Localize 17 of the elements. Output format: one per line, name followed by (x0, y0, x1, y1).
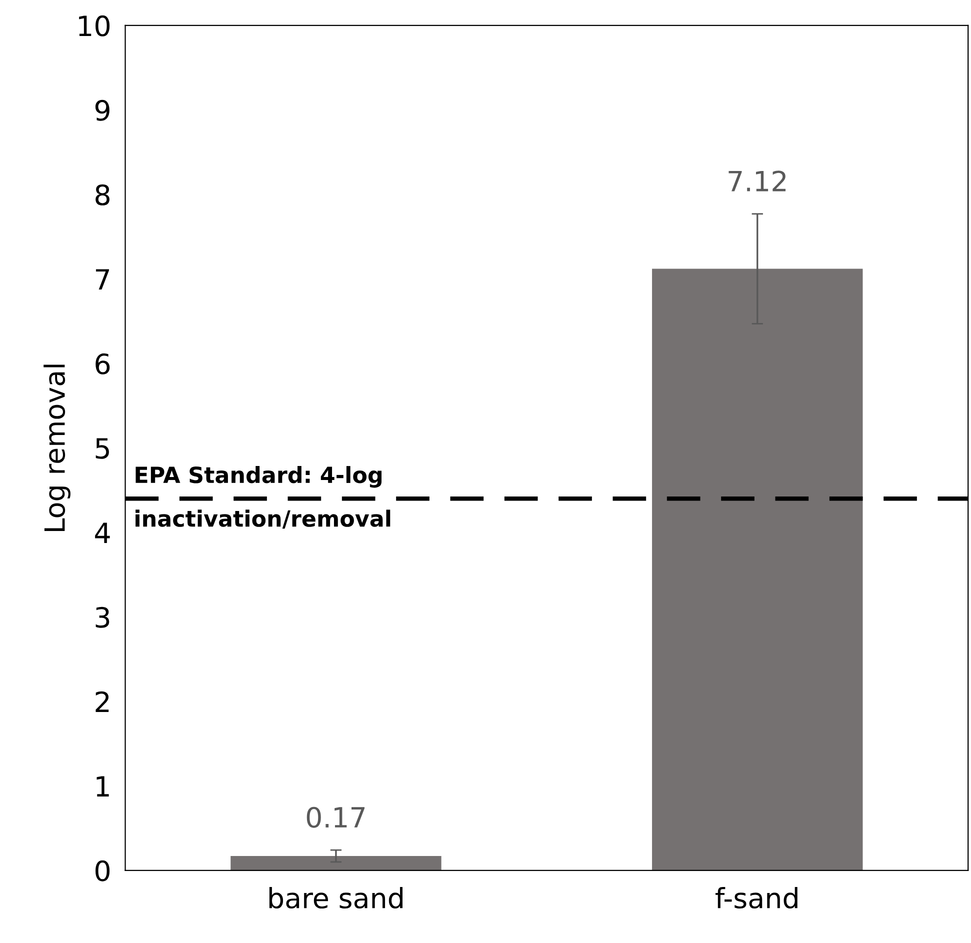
x-tick-label: f-sand (716, 887, 798, 909)
y-tick-label: 0 (96, 860, 110, 882)
data-label: 7.12 (728, 170, 786, 192)
y-tick-label: 2 (96, 691, 109, 712)
data-label: 0.17 (306, 806, 365, 828)
y-tick-label: 9 (95, 100, 110, 121)
y-tick-label: 10 (79, 15, 110, 36)
y-tick-label: 6 (96, 353, 110, 374)
x-tick-label: bare sand (269, 887, 402, 909)
ref-line-label: EPA Standard: 4-log inactivation/removal (136, 466, 390, 529)
y-tick-label: 3 (96, 606, 110, 628)
y-tick-label: 7 (96, 269, 109, 290)
y-tick-label: 4 (95, 522, 110, 543)
y-tick-label: 5 (96, 438, 109, 459)
y-tick-label: 1 (96, 776, 109, 796)
y-tick-label: 8 (96, 184, 110, 206)
y-axis-title: Log removal (44, 364, 70, 531)
